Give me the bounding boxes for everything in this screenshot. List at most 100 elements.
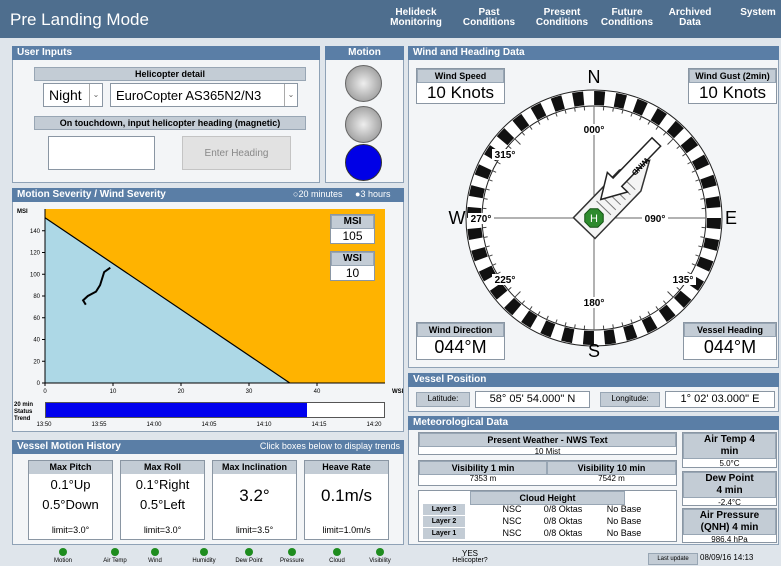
degree-tick <box>621 109 624 114</box>
cloud-layer: Layer 3 <box>423 504 465 515</box>
card-value: 0.1m/s <box>320 486 373 505</box>
card-value: 0.1°Right <box>135 477 190 492</box>
value: 10 Mist <box>534 447 561 456</box>
box-label: Cloud Height <box>470 491 625 505</box>
enter-heading-button[interactable]: Enter Heading <box>182 136 291 170</box>
panel-title: Wind and Heading Data <box>408 46 779 60</box>
cloud-cell: NSC <box>502 504 522 514</box>
cloud-cell: No Base <box>606 504 642 514</box>
select-value: Night <box>49 87 82 103</box>
degree-tick <box>507 287 512 291</box>
time-label: 14:05 <box>201 422 217 428</box>
y-tick-label: 140 <box>30 229 41 235</box>
degree-label: 000° <box>584 125 605 136</box>
nav-item[interactable]: Helideck Monitoring <box>390 7 442 28</box>
card-title: Max Inclination <box>213 461 296 474</box>
status-fill <box>46 403 307 417</box>
label-bg <box>670 274 696 285</box>
degree-tick <box>537 311 541 316</box>
x-tick-label: 40 <box>314 389 321 395</box>
degree-tick <box>621 322 624 327</box>
nav-item[interactable]: Archived Data <box>668 7 712 28</box>
value: 10 Knots <box>698 83 767 102</box>
radio-option[interactable]: ●3 hours <box>355 189 391 199</box>
indicator-light <box>200 548 208 556</box>
radio-label: 20 minutes <box>298 189 343 199</box>
degree-tick <box>695 179 700 182</box>
indicator-label: Motion <box>53 558 72 564</box>
card-value: 0.5°Down <box>42 497 99 512</box>
air-temp-box: Air Temp 4 min 5.0°C <box>682 432 777 468</box>
degree-tick <box>485 245 490 248</box>
heading-input[interactable] <box>48 136 155 170</box>
degree-tick <box>655 306 659 311</box>
card-value: 0.1°Up <box>50 477 91 492</box>
nav-item[interactable]: Future Conditions <box>600 7 654 28</box>
weather-box: Present Weather - NWS Text 10 Mist <box>418 432 677 456</box>
panel-title: Motion <box>325 46 404 60</box>
nav-item[interactable]: System <box>740 7 776 18</box>
degree-tick <box>698 245 703 248</box>
wind-gust-box: Wind Gust (2min) 10 Knots <box>688 68 777 104</box>
section-header: Helicopter detail <box>34 67 306 81</box>
degree-tick <box>496 271 501 275</box>
degree-tick <box>496 161 501 165</box>
degree-label: 315° <box>495 150 516 161</box>
panel-title: Vessel Position <box>408 373 779 387</box>
time-select[interactable]: Night <box>43 83 103 107</box>
indicator-light <box>288 548 296 556</box>
section-header: On touchdown, input helicopter heading (… <box>34 116 306 130</box>
y-tick-label: 100 <box>30 272 41 278</box>
box-label: Visibility 10 min <box>547 461 676 475</box>
page-title: Pre Landing Mode <box>10 10 149 29</box>
degree-label: 135° <box>673 275 694 286</box>
motion-light <box>345 65 382 102</box>
cloud-cell: No Base <box>606 516 642 526</box>
box-label: Air Pressure (QNH) 4 min <box>683 509 776 535</box>
indicator-label: Pressure <box>279 558 304 564</box>
box-label: Wind Direction <box>417 323 504 337</box>
panel-title: User Inputs <box>12 46 320 60</box>
degree-label: 225° <box>495 275 516 286</box>
update-label: Last update (UTC): <box>648 553 698 565</box>
radio-option[interactable]: ○20 minutes <box>293 189 343 199</box>
history-card[interactable]: Max Pitch 0.1°Up 0.5°Down limit=3.0° <box>28 460 113 540</box>
indicator-label: Air Temp <box>103 558 127 564</box>
degree-tick <box>655 125 659 130</box>
indicator-light <box>59 548 67 556</box>
nav-item[interactable]: Present Conditions <box>535 7 589 28</box>
nav-item[interactable]: Past Conditions <box>462 7 516 28</box>
indicator-light <box>376 548 384 556</box>
degree-tick <box>612 324 614 329</box>
label-bg <box>581 124 607 135</box>
y-tick-label: 80 <box>33 294 40 300</box>
degree-tick <box>682 153 687 157</box>
degree-tick <box>529 125 533 130</box>
degree-tick <box>676 287 681 291</box>
label-bg <box>492 149 518 160</box>
y-tick-label: 20 <box>33 359 40 365</box>
degree-label: 180° <box>584 298 605 309</box>
history-card[interactable]: Max Inclination 3.2° limit=3.5° <box>212 460 297 540</box>
vessel-heading-box: Vessel Heading 044°M <box>683 322 777 360</box>
degree-tick <box>639 315 642 320</box>
degree-tick <box>647 311 651 316</box>
degree-label: 090° <box>645 214 666 225</box>
header-bar <box>0 0 781 38</box>
severity-chart: 0 20 40 60 80 100 120 140 0 10 20 30 40 MSI WSI 13:50 13… <box>17 209 404 428</box>
degree-tick <box>514 291 521 298</box>
box-label: Wind Gust (2min) <box>689 69 776 83</box>
history-card[interactable]: Heave Rate 0.1m/s limit=1.0m/s <box>304 460 389 540</box>
history-card[interactable]: Max Roll 0.1°Right 0.5°Left limit=3.0° <box>120 460 205 540</box>
card-limit: limit=3.0° <box>51 525 90 535</box>
time-label: 13:55 <box>91 422 107 428</box>
status-label: 20 min Status Trend <box>14 402 34 422</box>
dew-box: Dew Point 4 min -2.4°C <box>682 471 777 507</box>
degree-tick <box>612 107 614 112</box>
degree-tick <box>521 131 525 136</box>
helicopter-select[interactable]: EuroCopter AS365N2/N3 <box>110 83 298 107</box>
label-bg <box>642 213 668 224</box>
panel-title: Vessel Motion History <box>12 440 404 454</box>
y-tick-label: 0 <box>37 381 41 387</box>
